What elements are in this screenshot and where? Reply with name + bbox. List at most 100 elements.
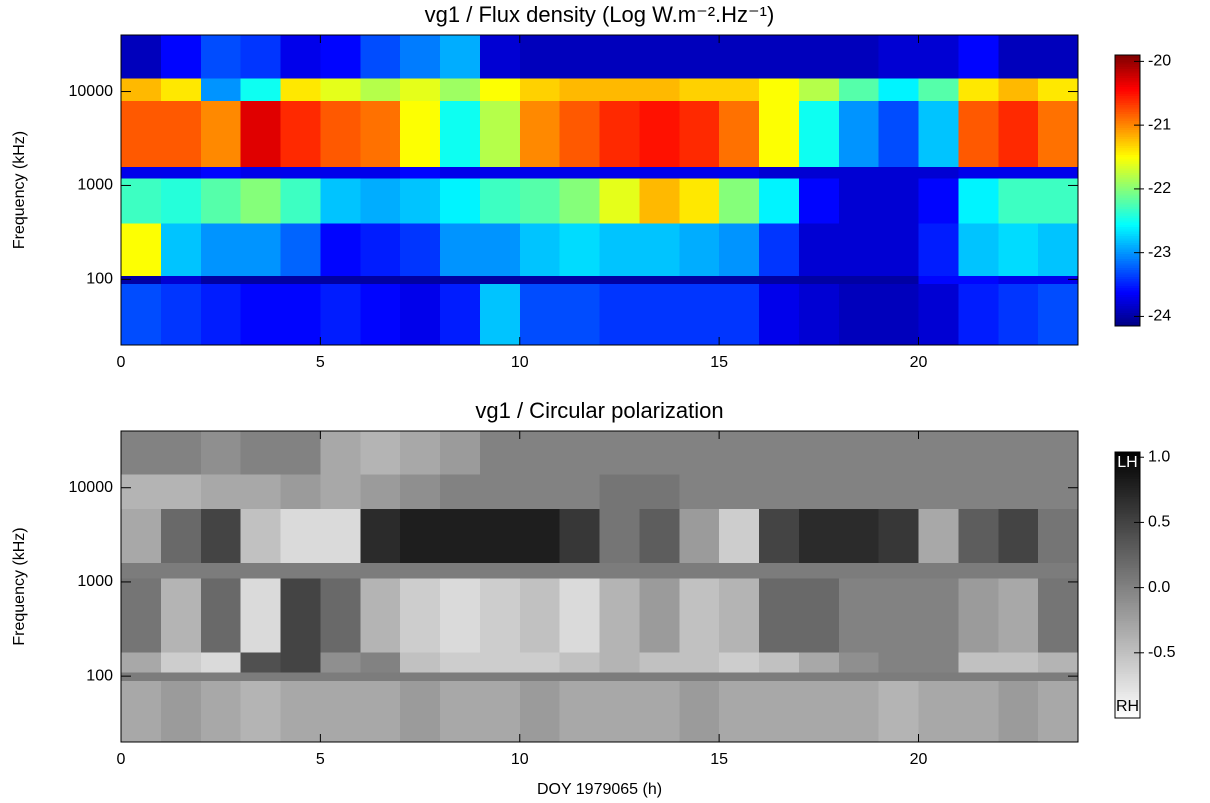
- x-tick-label: 5: [316, 751, 325, 768]
- colorbar-step: [1115, 73, 1140, 76]
- heatmap-cell: [639, 35, 680, 79]
- heatmap-cell: [599, 222, 640, 276]
- colorbar-step: [1115, 534, 1140, 537]
- heatmap-cell: [200, 275, 242, 285]
- colorbar-tick-label: -24: [1148, 308, 1171, 325]
- heatmap-cell: [160, 283, 202, 346]
- heatmap-cell: [679, 283, 720, 346]
- heatmap-cell: [679, 35, 720, 79]
- colorbar-step: [1115, 655, 1140, 659]
- colorbar-step: [1115, 251, 1140, 255]
- colorbar-step: [1115, 496, 1140, 500]
- heatmap-cell: [559, 222, 600, 276]
- colorbar-step: [1115, 79, 1140, 83]
- colorbar-step: [1115, 86, 1140, 90]
- x-tick-label: 15: [710, 751, 728, 768]
- heatmap-cell: [121, 578, 162, 653]
- heatmap-cell: [878, 473, 919, 510]
- colorbar-step: [1115, 271, 1140, 275]
- colorbar-step: [1115, 102, 1140, 106]
- heatmap-cell: [878, 652, 919, 673]
- heatmap-cell: [838, 283, 880, 346]
- heatmap-cell: [798, 35, 840, 79]
- colorbar-step: [1115, 179, 1140, 182]
- heatmap-cell: [121, 222, 162, 276]
- x-tick-label: 20: [910, 354, 928, 371]
- heatmap-cell: [958, 473, 999, 510]
- heatmap-cell: [599, 77, 640, 102]
- heatmap-cell: [240, 473, 281, 510]
- heatmap-cell: [320, 178, 361, 224]
- heatmap-cell: [240, 275, 281, 285]
- heatmap-cell: [878, 178, 919, 224]
- heatmap-cell: [519, 652, 561, 673]
- heatmap-cell: [320, 652, 361, 673]
- heatmap-cell: [759, 652, 800, 673]
- heatmap-cell: [121, 431, 162, 475]
- colorbar-step: [1115, 618, 1140, 621]
- colorbar-top-label: LH: [1117, 454, 1137, 471]
- colorbar-step: [1115, 558, 1140, 562]
- heatmap-cell: [798, 508, 840, 564]
- heatmap-cell: [759, 473, 800, 510]
- heatmap-cell: [599, 652, 640, 673]
- colorbar-step: [1115, 540, 1140, 544]
- heatmap-cell: [559, 652, 600, 673]
- heatmap-cell: [121, 680, 162, 743]
- heatmap-cell: [400, 652, 441, 673]
- colorbar-step: [1115, 698, 1140, 701]
- heatmap-cell: [639, 508, 680, 564]
- colorbar-step: [1115, 704, 1140, 708]
- heatmap-cell: [320, 275, 361, 285]
- heatmap-cell: [719, 508, 760, 564]
- colorbar-step: [1115, 269, 1140, 273]
- colorbar-step: [1115, 210, 1140, 214]
- heatmap-cell: [639, 672, 680, 681]
- heatmap-cell: [479, 77, 521, 102]
- colorbar-step: [1115, 502, 1140, 506]
- colorbar-step: [1115, 644, 1140, 648]
- heatmap-cell: [479, 652, 521, 673]
- heatmap-cell: [838, 166, 880, 179]
- heatmap-cell: [599, 100, 640, 167]
- colorbar-tick-label: -22: [1148, 180, 1171, 197]
- colorbar-step: [1115, 580, 1140, 584]
- heatmap-cell: [1038, 222, 1079, 276]
- colorbar-step: [1115, 321, 1140, 325]
- colorbar-step: [1115, 195, 1140, 198]
- colorbar-step: [1115, 463, 1140, 466]
- colorbar-step: [1115, 68, 1140, 72]
- colorbar-tick-label: -21: [1148, 116, 1171, 133]
- colorbar-step: [1115, 316, 1140, 320]
- heatmap-cell: [440, 222, 481, 276]
- heatmap-cell: [998, 283, 1039, 346]
- heatmap-cell: [479, 166, 521, 179]
- heatmap-cell: [160, 672, 202, 681]
- heatmap-cell: [360, 578, 401, 653]
- colorbar-step: [1115, 292, 1140, 295]
- heatmap-cell: [838, 508, 880, 564]
- y-tick-label: 10000: [69, 83, 114, 100]
- colorbar-frame: [1114, 54, 1141, 327]
- colorbar-step: [1115, 249, 1140, 252]
- heatmap-cell: [280, 431, 321, 475]
- colorbar-step: [1115, 553, 1140, 557]
- colorbar-step: [1115, 165, 1140, 169]
- heatmap-cell: [719, 77, 760, 102]
- heatmap-cell: [440, 275, 481, 285]
- colorbar-frame: [1114, 451, 1141, 719]
- colorbar-step: [1115, 244, 1140, 248]
- colorbar-step: [1115, 140, 1140, 144]
- colorbar-step: [1115, 213, 1140, 216]
- heatmap-cell: [759, 77, 800, 102]
- heatmap-cell: [280, 100, 321, 167]
- heatmap-cell: [998, 35, 1039, 79]
- colorbar-step: [1115, 576, 1140, 579]
- heatmap-cell: [838, 35, 880, 79]
- heatmap-cell: [440, 473, 481, 510]
- colorbar-step: [1115, 629, 1140, 633]
- colorbar-step: [1115, 542, 1140, 546]
- heatmap-cell: [121, 562, 162, 579]
- heatmap-cell: [200, 578, 242, 653]
